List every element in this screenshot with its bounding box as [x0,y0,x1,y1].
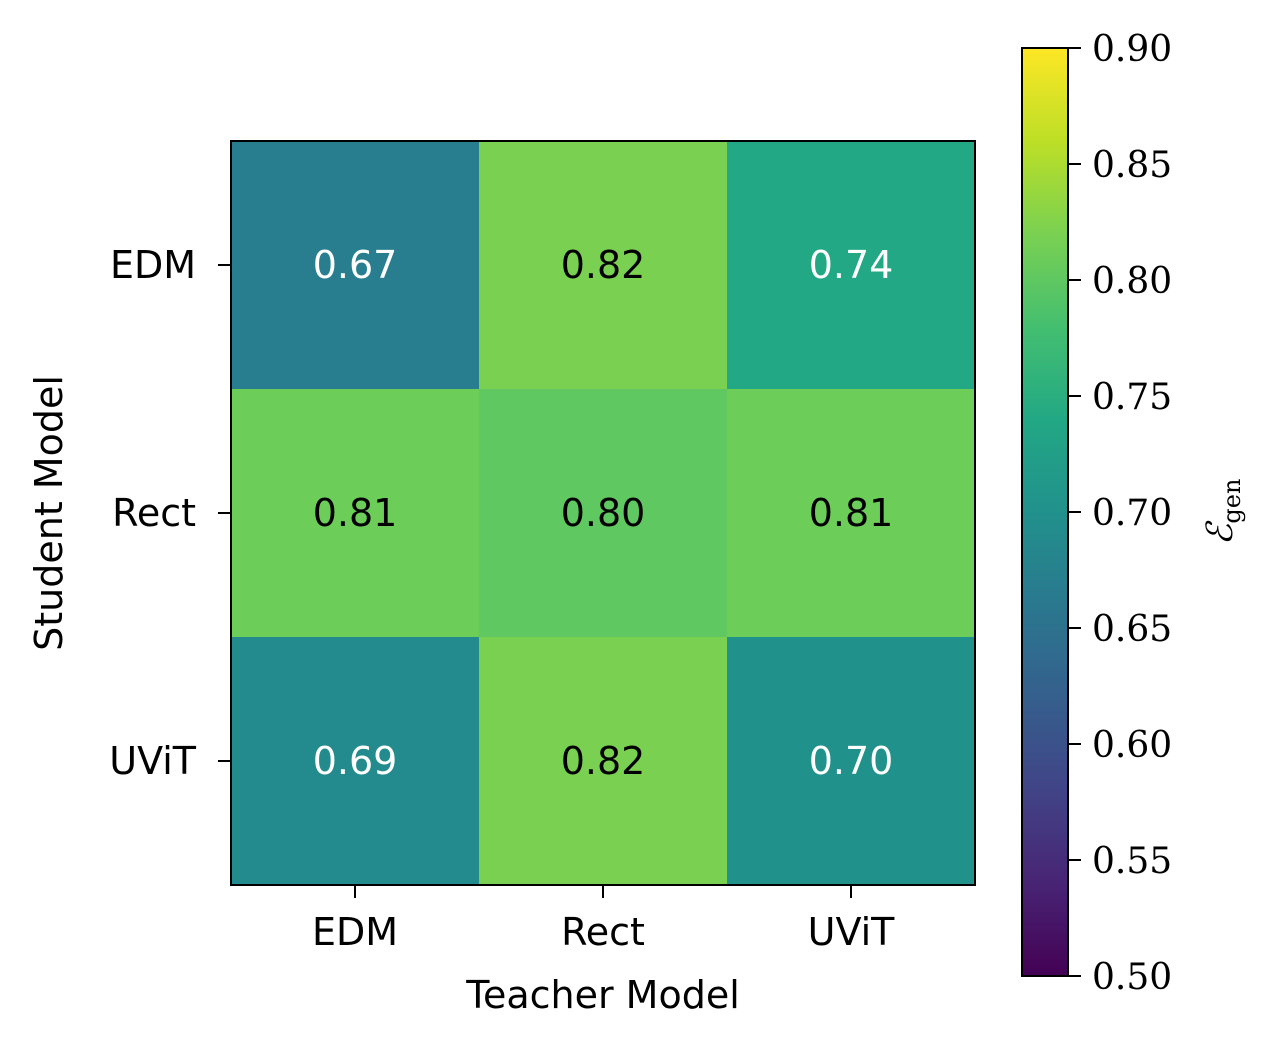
colorbar-tick-label: 0.80 [1092,261,1172,302]
colorbar-tick-label: 0.55 [1092,841,1172,882]
colorbar-tick-label: 0.90 [1092,29,1172,70]
y-axis-label: Student Model [27,375,71,651]
cell-value-label: 0.74 [809,243,894,287]
y-tick-label: UViT [109,739,197,783]
colorbar-label-main: ℰ [1200,520,1241,545]
colorbar-ticks: 0.50 0.55 0.60 0.65 0.70 0.75 0.80 0.85 0.90 [1068,29,1172,998]
x-tick-label: Rect [561,910,645,954]
cell-value-label: 0.82 [561,243,646,287]
colorbar-tick-label: 0.50 [1092,957,1172,998]
colorbar [1021,47,1069,977]
cell-value-label: 0.70 [809,739,894,783]
heatmap-cell [479,389,727,637]
cell-value-label: 0.82 [561,739,646,783]
x-tick-label: UViT [808,910,896,954]
x-tick-label: EDM [312,910,398,954]
heatmap-cell [727,637,975,885]
colorbar-tick-label: 0.75 [1092,377,1172,418]
heatmap-cell [727,141,975,389]
x-axis-label: Teacher Model [465,973,740,1017]
heatmap-cells [231,141,975,885]
y-tick-label: Rect [112,491,196,535]
heatmap-cell [231,141,479,389]
x-axis: EDM Rect UViT [312,885,895,954]
heatmap-cell [231,637,479,885]
colorbar-tick-label: 0.60 [1092,725,1172,766]
heatmap-cell [479,141,727,389]
colorbar-tick-label: 0.70 [1092,493,1172,534]
colorbar-tick-label: 0.85 [1092,145,1172,186]
cell-value-label: 0.69 [313,739,398,783]
cell-value-label: 0.80 [561,491,646,535]
colorbar-label-sub: gen [1218,479,1246,524]
heatmap-cell-labels: 0.67 0.82 0.74 0.81 0.80 0.81 0.69 0.82 0.70 [313,243,894,783]
cell-value-label: 0.81 [809,491,894,535]
colorbar-label: ℰgen [1200,479,1246,546]
colorbar-tick-label: 0.65 [1092,609,1172,650]
heatmap-cell [479,637,727,885]
cell-value-label: 0.81 [313,491,398,535]
cell-value-label: 0.67 [313,243,398,287]
y-tick-label: EDM [110,243,196,287]
heatmap-cell [231,389,479,637]
y-axis: EDM Rect UViT [109,243,231,783]
heatmap-cell [727,389,975,637]
